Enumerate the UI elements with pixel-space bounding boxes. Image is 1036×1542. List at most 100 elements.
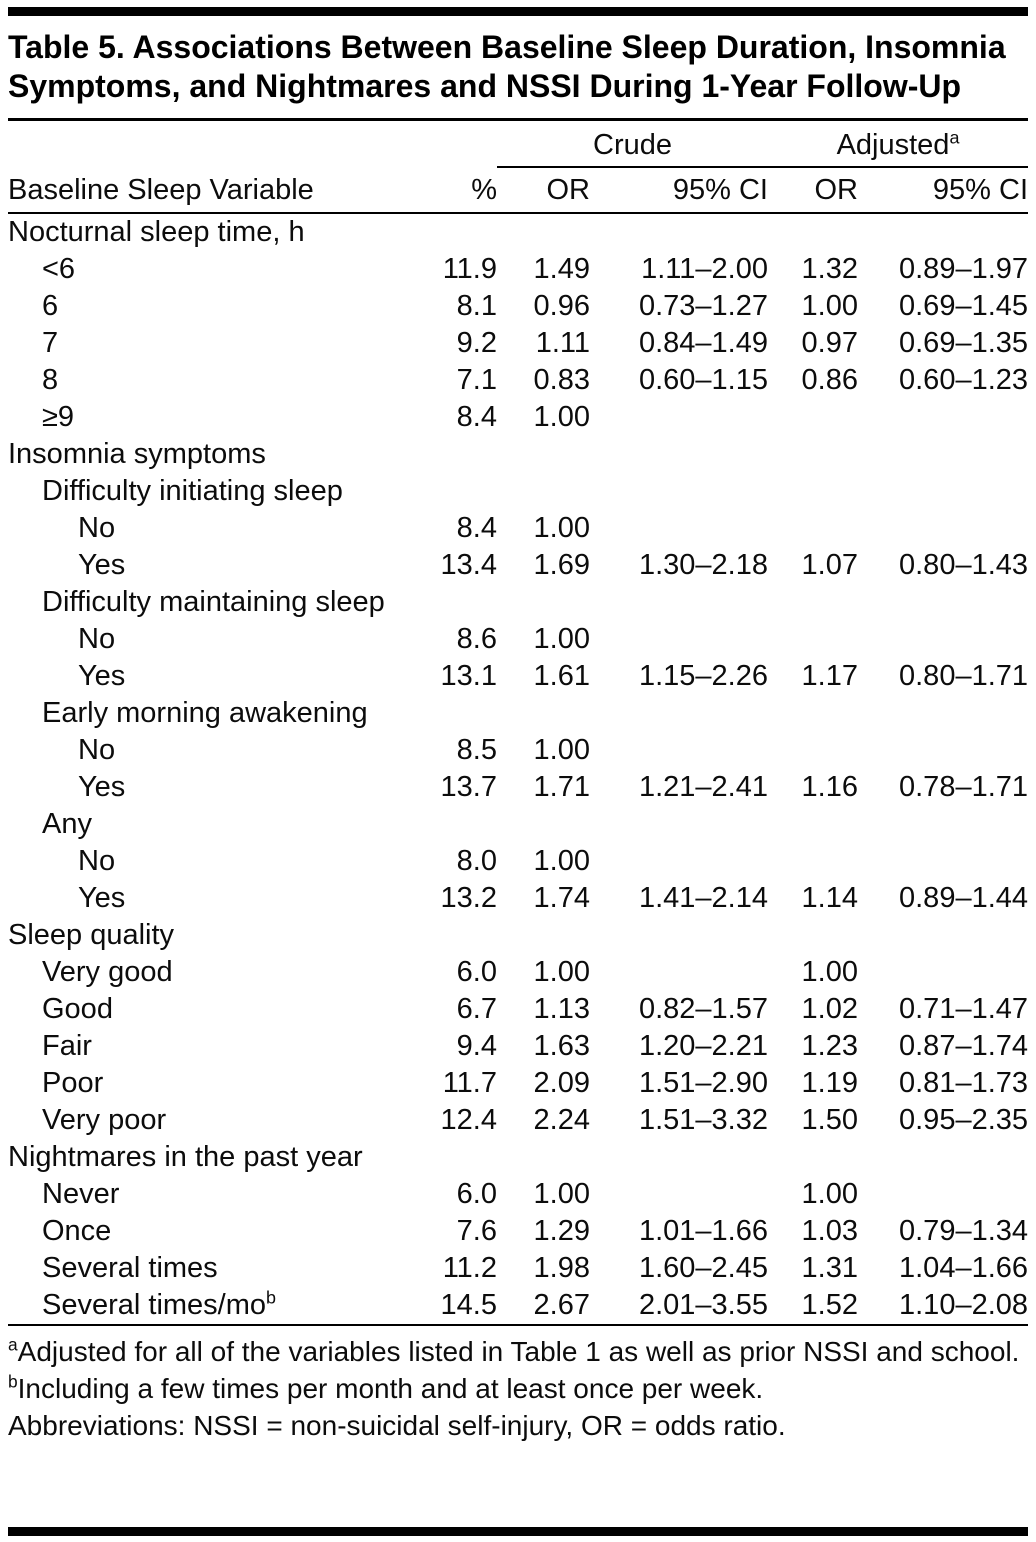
row-label: Good <box>42 993 113 1026</box>
cell-adjusted-or: 1.02 <box>801 993 858 1026</box>
cell-crude-or: 1.00 <box>533 623 590 656</box>
cell-crude-or: 1.74 <box>533 882 590 915</box>
cell-adjusted-ci <box>858 584 1028 621</box>
table-row: Sleep quality <box>8 917 1028 954</box>
cell-adjusted-ci: 0.71–1.47 <box>899 993 1029 1026</box>
bottom-rule <box>8 1527 1028 1536</box>
footnote: aAdjusted for all of the variables liste… <box>8 1334 1020 1368</box>
table-row: Yes 13.7 1.71 1.21–2.41 1.16 0.78–1.71 <box>8 769 1028 806</box>
cell-crude-ci <box>590 473 768 510</box>
row-label: No <box>78 512 116 545</box>
cell-crude-or: 1.00 <box>533 1178 590 1211</box>
cell-crude-or: 1.00 <box>533 734 590 767</box>
cell-adjusted-or: 1.23 <box>801 1030 858 1063</box>
cell-percent: 8.6 <box>456 623 497 656</box>
cell-crude-or: 1.00 <box>533 845 590 878</box>
table-title: Table 5. Associations Between Baseline S… <box>8 29 1006 105</box>
cell-crude-ci <box>590 436 768 473</box>
row-label: Very good <box>42 956 173 989</box>
cell-percent: 11.9 <box>442 253 497 286</box>
footnote: Abbreviations: NSSI = non-suicidal self-… <box>8 1409 786 1441</box>
cell-adjusted-or: 1.00 <box>801 290 858 323</box>
row-footnote-marker: b <box>266 1287 277 1308</box>
cell-adjusted-ci <box>858 1176 1028 1213</box>
row-label: Yes <box>78 771 126 804</box>
cell-adjusted-ci <box>858 917 1028 954</box>
cell-crude-ci <box>590 806 768 843</box>
cell-adjusted-ci <box>858 843 1028 880</box>
cell-crude-or: 1.00 <box>533 956 590 989</box>
cell-adjusted-ci: 0.78–1.71 <box>899 771 1029 804</box>
row-label: Never <box>42 1178 120 1211</box>
table-row: Early morning awakening <box>8 695 1028 732</box>
cell-adjusted-ci: 0.89–1.97 <box>899 253 1029 286</box>
cell-adjusted-or: 0.97 <box>801 327 858 360</box>
cell-crude-ci: 1.51–3.32 <box>638 1104 768 1137</box>
cell-percent: 7.6 <box>456 1215 497 1248</box>
crude-span-label: Crude <box>497 129 768 169</box>
adjusted-span-label: Adjusteda <box>768 129 1029 169</box>
cell-adjusted-or <box>768 473 858 510</box>
cell-adjusted-or <box>768 213 858 251</box>
cell-adjusted-ci: 0.69–1.35 <box>899 327 1029 360</box>
row-label: Poor <box>42 1067 104 1100</box>
cell-crude-or: 0.83 <box>533 364 590 397</box>
cell-adjusted-ci: 0.95–2.35 <box>899 1104 1029 1137</box>
row-label: Once <box>42 1215 112 1248</box>
cell-crude-ci <box>590 584 768 621</box>
cell-crude-ci <box>590 843 768 880</box>
cell-adjusted-ci: 0.79–1.34 <box>899 1215 1029 1248</box>
cell-percent <box>405 213 497 251</box>
cell-crude-ci: 1.11–2.00 <box>641 253 768 286</box>
cell-adjusted-or: 1.19 <box>801 1067 858 1100</box>
cell-adjusted-ci: 1.04–1.66 <box>899 1252 1029 1285</box>
cell-adjusted-or <box>768 843 858 880</box>
cell-percent: 12.4 <box>440 1104 497 1137</box>
cell-crude-or: 0.96 <box>533 290 590 323</box>
cell-crude-or <box>497 695 590 732</box>
row-label: Any <box>42 808 92 841</box>
table-row: 8 7.1 0.83 0.60–1.15 0.86 0.60–1.23 <box>8 362 1028 399</box>
row-label: 8 <box>42 364 59 397</box>
cell-percent <box>405 473 497 510</box>
cell-percent: 11.2 <box>442 1252 497 1285</box>
row-label: Sleep quality <box>8 919 175 952</box>
cell-percent <box>405 436 497 473</box>
table-row: Several times/mob 14.5 2.67 2.01–3.55 1.52 1.… <box>8 1287 1029 1327</box>
table-row: 6 8.1 0.96 0.73–1.27 1.00 0.69–1.45 <box>8 288 1028 325</box>
table-row: No 8.4 1.00 <box>8 510 1028 547</box>
table-row: Yes 13.2 1.74 1.41–2.14 1.14 0.89–1.44 <box>8 880 1028 917</box>
cell-percent <box>405 584 497 621</box>
cell-percent <box>405 695 497 732</box>
row-label: No <box>78 845 116 878</box>
row-label: Yes <box>78 882 126 915</box>
table-row: Difficulty initiating sleep <box>8 473 1028 510</box>
cell-adjusted-or: 1.17 <box>801 660 858 693</box>
row-label: 7 <box>42 327 59 360</box>
cell-crude-ci: 0.73–1.27 <box>638 290 768 323</box>
cell-crude-or: 2.09 <box>533 1067 590 1100</box>
cell-adjusted-ci <box>858 213 1028 251</box>
cell-adjusted-ci: 0.60–1.23 <box>899 364 1029 397</box>
cell-percent: 8.1 <box>456 290 497 323</box>
footnotes: aAdjusted for all of the variables liste… <box>8 1326 1028 1445</box>
table-row: Nightmares in the past year <box>8 1139 1028 1176</box>
cell-adjusted-ci: 0.87–1.74 <box>899 1030 1029 1063</box>
cell-percent: 6.0 <box>456 956 497 989</box>
row-label: Difficulty initiating sleep <box>42 475 343 508</box>
cell-adjusted-or: 1.50 <box>801 1104 858 1137</box>
row-label: Yes <box>78 549 126 582</box>
cell-crude-ci: 1.01–1.66 <box>638 1215 768 1248</box>
cell-adjusted-or <box>768 1139 858 1176</box>
cell-crude-ci <box>590 399 768 436</box>
cell-adjusted-or: 0.86 <box>801 364 858 397</box>
cell-crude-ci <box>590 695 768 732</box>
cell-crude-or: 1.98 <box>533 1252 590 1285</box>
cell-crude-or <box>497 806 590 843</box>
cell-adjusted-ci: 0.69–1.45 <box>899 290 1029 323</box>
table-row: Difficulty maintaining sleep <box>8 584 1028 621</box>
table-row: 7 9.2 1.11 0.84–1.49 0.97 0.69–1.35 <box>8 325 1028 362</box>
cell-crude-ci <box>590 917 768 954</box>
table-body: Nocturnal sleep time, h <6 11.9 1.49 1.11–2.… <box>8 213 1029 1327</box>
